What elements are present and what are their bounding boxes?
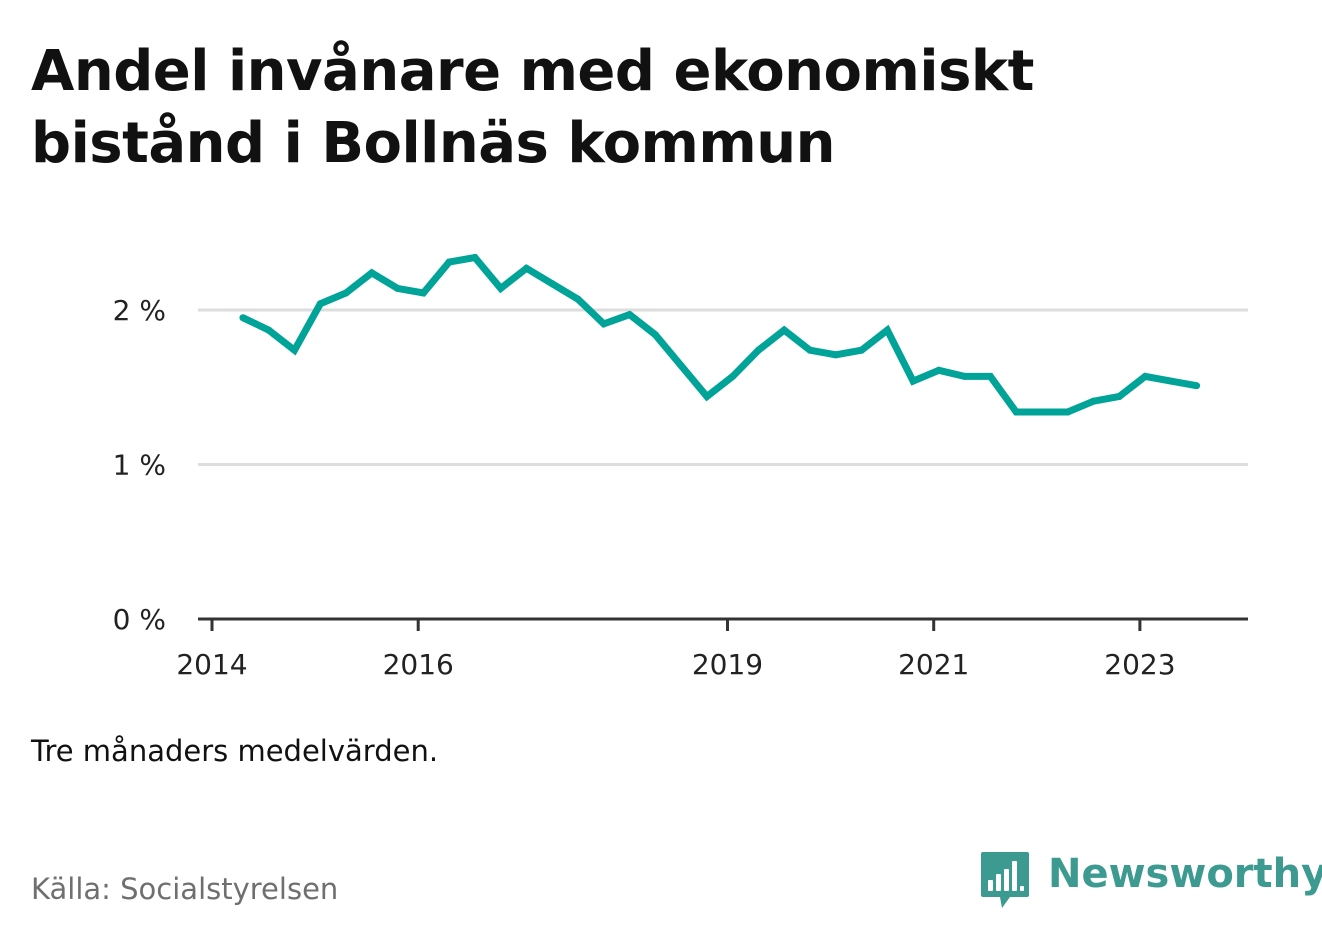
- x-tick-label: 2016: [383, 648, 454, 681]
- data-point: [1064, 408, 1072, 416]
- data-point: [394, 284, 402, 292]
- x-tick-label: 2014: [176, 648, 247, 681]
- data-point: [935, 366, 943, 374]
- logo-text: Newsworthy: [1048, 851, 1322, 897]
- data-point: [806, 346, 814, 354]
- data-point: [909, 377, 917, 385]
- data-point: [368, 269, 376, 277]
- data-point: [677, 362, 685, 370]
- data-point: [574, 295, 582, 303]
- data-point: [342, 289, 350, 297]
- data-point: [729, 372, 737, 380]
- data-point: [754, 346, 762, 354]
- data-point: [522, 264, 530, 272]
- data-point: [1167, 377, 1175, 385]
- x-tick-label: 2023: [1104, 648, 1175, 681]
- data-point: [961, 372, 969, 380]
- data-point: [1115, 393, 1123, 401]
- y-tick-labels: 0 % 1 % 2 %: [113, 294, 166, 636]
- series-line: [241, 253, 1198, 416]
- gridlines: [198, 308, 1248, 466]
- data-point: [316, 300, 324, 308]
- data-point: [445, 258, 453, 266]
- data-point: [497, 284, 505, 292]
- data-point: [471, 253, 479, 261]
- x-tick-label: 2021: [898, 648, 969, 681]
- data-point: [780, 326, 788, 334]
- x-tick-label: 2019: [692, 648, 763, 681]
- data-point: [290, 346, 298, 354]
- data-point: [703, 393, 711, 401]
- data-point: [548, 280, 556, 288]
- y-tick-label: 2 %: [113, 294, 166, 327]
- chart-title: Andel invånare med ekonomiskt bistånd i …: [31, 39, 1034, 176]
- data-point: [986, 372, 994, 380]
- data-point: [858, 346, 866, 354]
- newsworthy-bar-chart-icon: [981, 852, 1029, 908]
- data-point: [265, 326, 273, 334]
- series: [239, 253, 1201, 416]
- data-point: [1193, 382, 1201, 390]
- data-point: [883, 326, 891, 334]
- x-ticks: 2014 2016 2019 2021 2023: [176, 619, 1176, 681]
- y-tick-label: 0 %: [113, 603, 166, 636]
- data-point: [651, 331, 659, 339]
- data-point: [626, 311, 634, 319]
- data-point: [1012, 408, 1020, 416]
- data-point: [1038, 408, 1046, 416]
- data-point: [832, 351, 840, 359]
- data-point: [1090, 397, 1098, 405]
- data-point: [239, 314, 247, 322]
- chart-note: Tre månaders medelvärden.: [31, 734, 439, 768]
- source-credit: Källa: Socialstyrelsen: [31, 872, 339, 906]
- data-point: [1141, 372, 1149, 380]
- data-point: [600, 320, 608, 328]
- data-point: [419, 289, 427, 297]
- y-tick-label: 1 %: [113, 449, 166, 482]
